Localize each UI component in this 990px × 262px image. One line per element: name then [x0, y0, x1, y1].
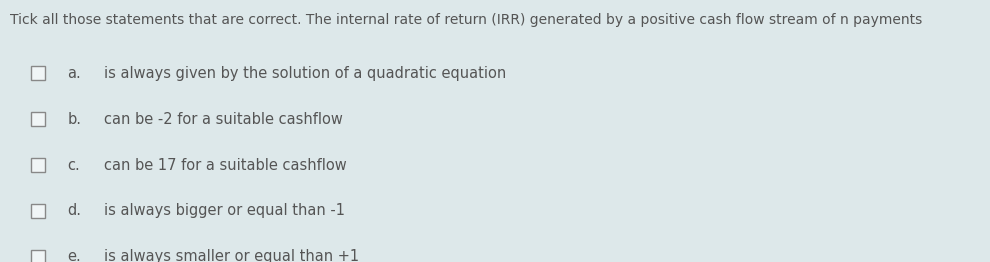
Text: c.: c.: [67, 157, 80, 173]
Text: can be -2 for a suitable cashflow: can be -2 for a suitable cashflow: [104, 112, 343, 127]
Bar: [31, 112, 45, 126]
Text: is always given by the solution of a quadratic equation: is always given by the solution of a qua…: [104, 66, 506, 81]
Text: Tick all those statements that are correct. The internal rate of return (IRR) ge: Tick all those statements that are corre…: [10, 13, 922, 27]
Bar: [31, 204, 45, 218]
Text: d.: d.: [67, 203, 81, 219]
Bar: [31, 158, 45, 172]
Text: is always bigger or equal than -1: is always bigger or equal than -1: [104, 203, 345, 219]
Text: can be 17 for a suitable cashflow: can be 17 for a suitable cashflow: [104, 157, 346, 173]
Text: e.: e.: [67, 249, 81, 262]
Text: a.: a.: [67, 66, 81, 81]
Bar: [31, 66, 45, 80]
Text: is always smaller or equal than +1: is always smaller or equal than +1: [104, 249, 359, 262]
Text: b.: b.: [67, 112, 81, 127]
Bar: [31, 250, 45, 262]
